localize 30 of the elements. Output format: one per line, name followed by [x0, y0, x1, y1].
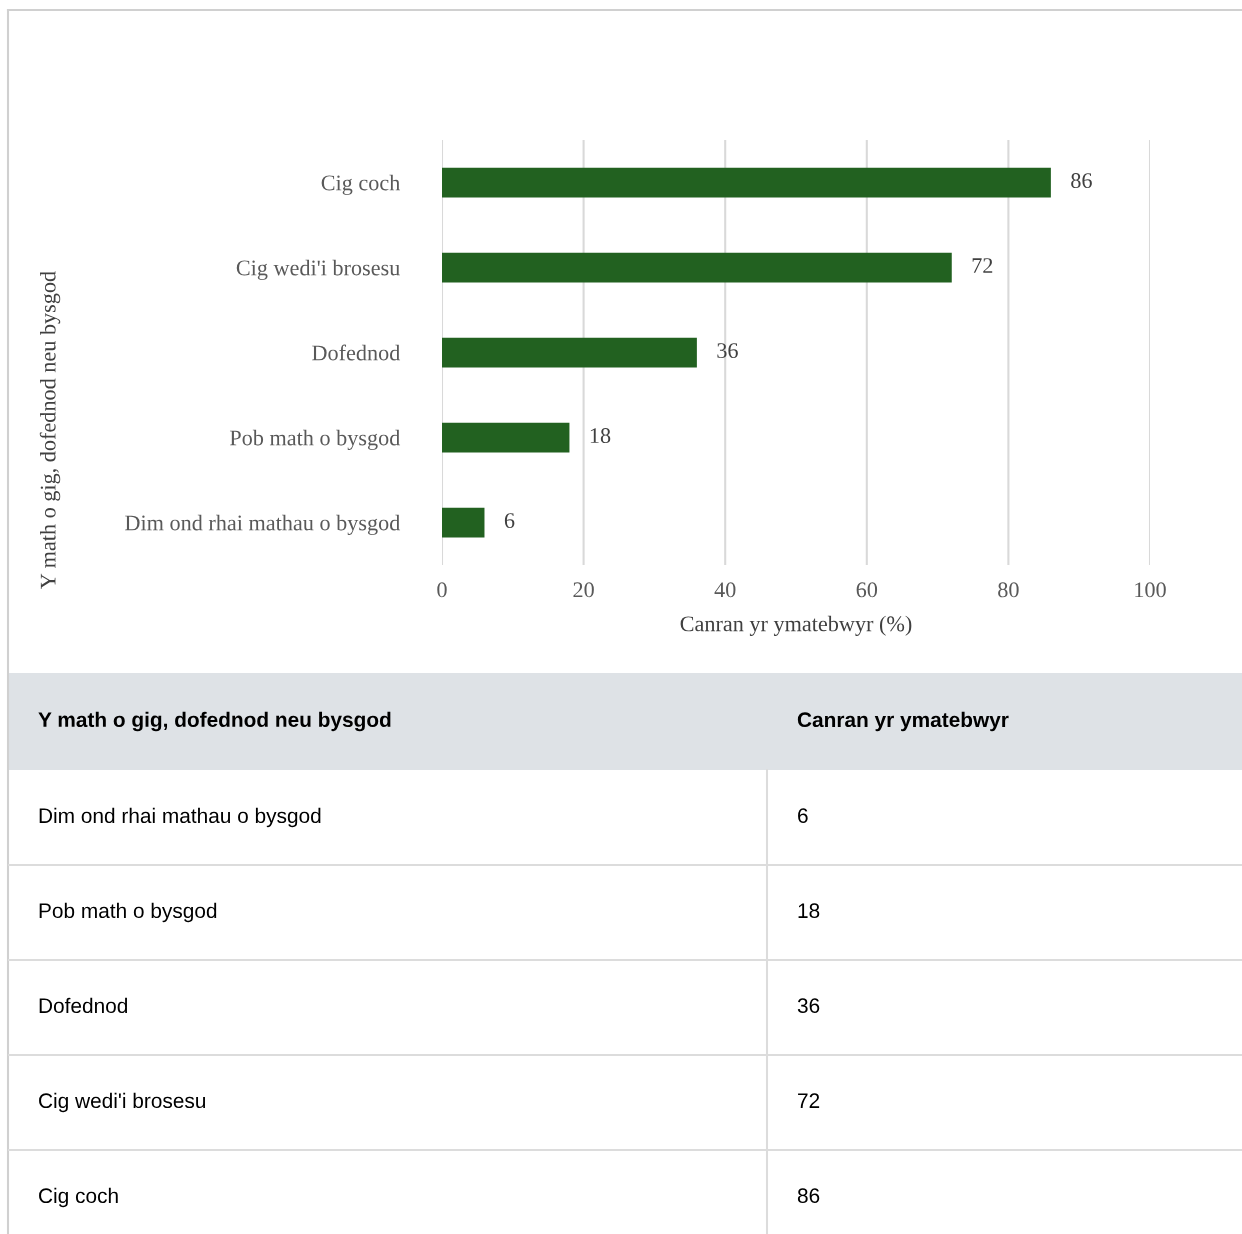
category-label: Pob math o bysgod [39, 902, 217, 923]
y-tick-label: Pob math o bysgod [229, 429, 401, 451]
x-tick-label: 0 [437, 582, 447, 598]
text: 36 [797, 998, 820, 1014]
x-axis-title: Canran yr ymatebwyr (%) [680, 615, 912, 636]
x-tick-label: 80 [998, 582, 1019, 598]
y-tick-label: Dofednod [312, 344, 401, 361]
x-tick-label: 100 [1135, 582, 1166, 598]
y-tick-label: Dim ond rhai mathau o bysgod [125, 514, 401, 536]
data-label: 72 [972, 258, 993, 273]
y-tick-label: Cig wedi'i brosesu [236, 259, 400, 281]
text: 72 [798, 1093, 820, 1108]
data-label: 86 [1071, 173, 1092, 189]
category-label: Dim ond rhai mathau o bysgod [39, 807, 321, 828]
data-label: 36 [717, 343, 738, 359]
x-tick-label: 40 [714, 582, 736, 598]
x-tick-label: 60 [856, 582, 878, 598]
y-tick-label: Cig coch [321, 174, 401, 196]
x-tick-label: 20 [573, 582, 594, 598]
text: 18 [798, 903, 820, 919]
text: 6 [798, 808, 808, 824]
data-label: 6 [504, 513, 515, 529]
text: Y math o gig, dofednod neu bysgod [38, 711, 391, 732]
category-label: Cig coch [39, 1187, 118, 1208]
y-axis-title: Y math o gig, dofednod neu bysgod [39, 271, 61, 589]
text: Canran yr ymatebwyr [797, 711, 1009, 732]
category-label: Cig wedi'i brosesu [39, 1092, 206, 1113]
data-label: 18 [590, 428, 611, 444]
category-label: Dofednod [39, 997, 128, 1014]
text: 86 [797, 1188, 820, 1204]
